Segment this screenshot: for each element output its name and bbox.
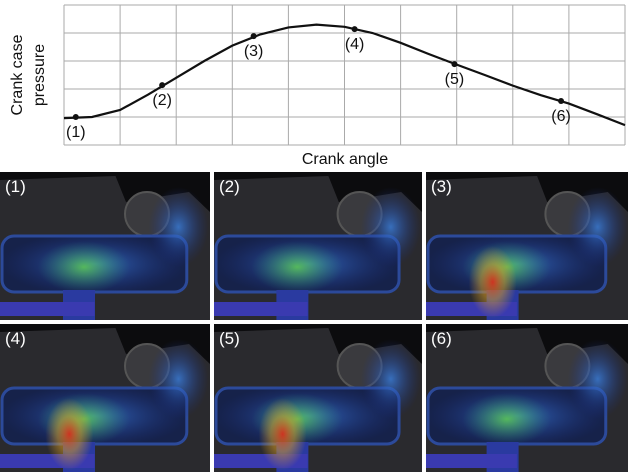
base (214, 302, 308, 316)
base (426, 454, 517, 468)
flow-blue (568, 339, 628, 419)
point-marker (159, 82, 165, 88)
point-label: (3) (244, 43, 264, 60)
point-label: (5) (445, 71, 465, 88)
image-panel: (1) (0, 172, 210, 320)
point-marker (251, 33, 257, 39)
panel-label: (2) (219, 177, 240, 196)
point-label: (6) (551, 108, 571, 125)
flow-blue (568, 187, 628, 267)
y-axis-label: Crank case (9, 34, 26, 115)
image-panel: (5) (214, 324, 422, 472)
flow-green (462, 393, 551, 445)
point-label: (1) (66, 124, 86, 141)
panel-label: (5) (219, 329, 240, 348)
flow-hot (469, 246, 517, 318)
flow-blue (361, 339, 421, 419)
flow-hot (45, 398, 93, 470)
image-panel: (2) (214, 172, 422, 320)
flow-green (38, 241, 130, 293)
panel-label: (6) (431, 329, 452, 348)
panel-label: (3) (431, 177, 452, 196)
flow-blue (361, 187, 421, 267)
point-label: (2) (152, 92, 172, 109)
point-marker (73, 114, 79, 120)
flow-hot (259, 398, 307, 470)
flow-green (251, 241, 343, 293)
image-panel: (4) (0, 324, 210, 472)
image-panel: (3) (426, 172, 628, 320)
panel-label: (4) (5, 329, 26, 348)
point-marker (451, 61, 457, 67)
base (0, 302, 95, 316)
image-panel: (6) (426, 324, 628, 472)
x-axis-label: Crank angle (302, 151, 388, 168)
y-axis-label: pressure (31, 44, 48, 106)
flow-blue (149, 339, 209, 419)
figure: Crank angle Crank case pressure (1) (2) (3… (0, 0, 628, 472)
point-label: (4) (345, 36, 365, 53)
panel-label: (1) (5, 177, 26, 196)
point-marker (352, 26, 358, 32)
flow-blue (149, 187, 209, 267)
point-marker (558, 98, 564, 104)
